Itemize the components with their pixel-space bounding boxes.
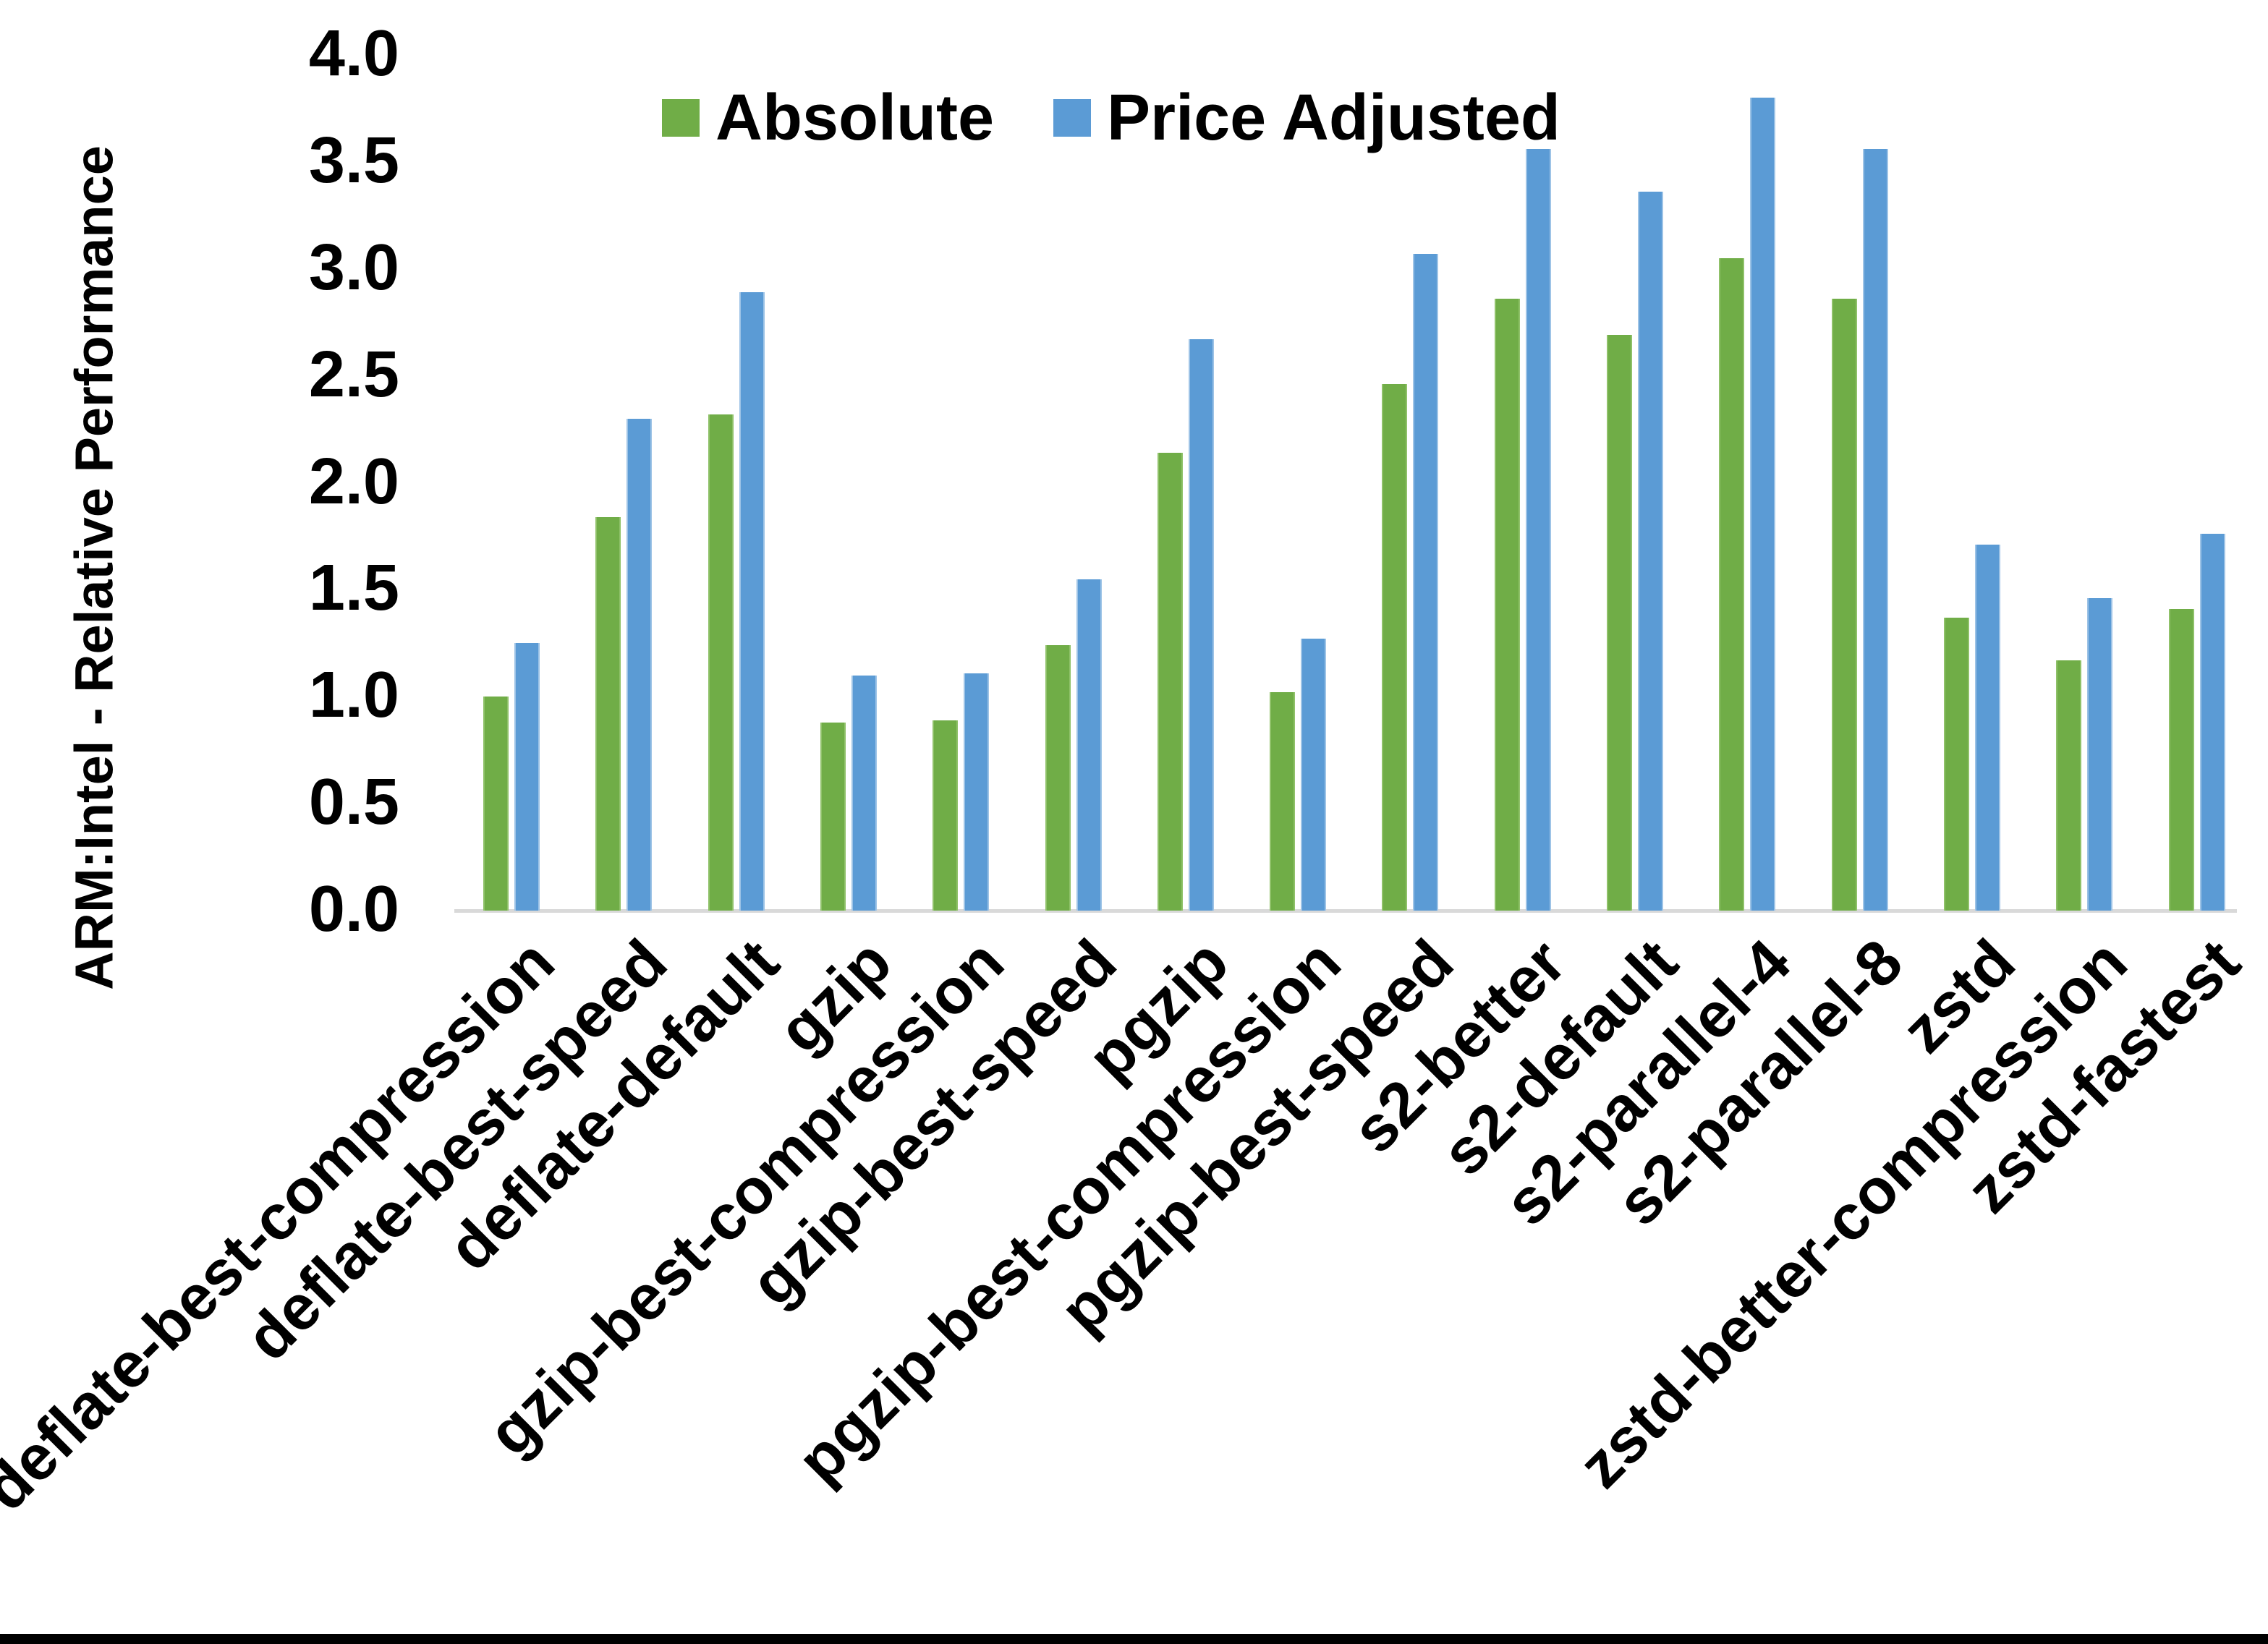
y-tick-label-0.0: 0.0 — [308, 873, 399, 946]
bar-absolute-gzip-best-speed — [1045, 645, 1071, 911]
bar-absolute-pgzip — [1157, 453, 1183, 911]
y-axis-title: ARM:Intel - Relative Performance — [64, 145, 124, 990]
bar-price-adjusted-deflate-best-compression — [514, 643, 540, 911]
y-tick-label-1.0: 1.0 — [308, 659, 399, 732]
legend-swatch-absolute — [662, 99, 700, 137]
bar-price-adjusted-s2-parallel-4 — [1750, 98, 1776, 911]
bar-price-adjusted-gzip-best-compression — [964, 673, 990, 911]
bar-price-adjusted-deflate-best-speed — [627, 418, 653, 911]
bar-absolute-zstd — [1943, 617, 1969, 911]
legend-item-absolute: Absolute — [662, 85, 994, 150]
bar-absolute-deflate-default — [708, 414, 734, 911]
legend-swatch-price-adjusted — [1053, 99, 1092, 137]
bottom-border-bar — [0, 1634, 2268, 1644]
bar-absolute-pgzip-best-speed — [1382, 384, 1408, 911]
bar-absolute-s2-default — [1607, 335, 1632, 911]
bar-absolute-pgzip-best-compression — [1270, 692, 1296, 911]
bar-price-adjusted-pgzip-best-compression — [1301, 639, 1327, 911]
bar-absolute-s2-better — [1494, 299, 1520, 911]
bar-absolute-gzip-best-compression — [933, 720, 959, 911]
y-tick-label-4.0: 4.0 — [308, 17, 399, 90]
y-tick-label-2.0: 2.0 — [308, 445, 399, 518]
bar-price-adjusted-zstd-better-compression — [2087, 598, 2113, 911]
chart-legend: Absolute Price Adjusted — [662, 85, 1560, 150]
bar-price-adjusted-gzip-best-speed — [1076, 579, 1102, 911]
y-tick-label-0.5: 0.5 — [308, 766, 399, 839]
bar-price-adjusted-zstd — [1974, 545, 2000, 911]
bar-price-adjusted-s2-better — [1525, 149, 1551, 911]
bar-absolute-s2-parallel-8 — [1831, 299, 1857, 911]
legend-label-price-adjusted: Price Adjusted — [1107, 82, 1560, 154]
bar-absolute-zstd-better-compression — [2056, 660, 2082, 911]
bar-absolute-s2-parallel-4 — [1719, 257, 1745, 911]
y-tick-label-2.5: 2.5 — [308, 338, 399, 411]
bar-price-adjusted-s2-parallel-8 — [1862, 149, 1888, 911]
y-tick-label-3.5: 3.5 — [308, 124, 399, 197]
y-tick-label-1.5: 1.5 — [308, 552, 399, 625]
bar-price-adjusted-s2-default — [1638, 192, 1663, 911]
x-axis-line — [454, 909, 2237, 913]
bar-price-adjusted-zstd-fastest — [2199, 534, 2225, 911]
legend-item-price-adjusted: Price Adjusted — [1053, 85, 1560, 150]
bar-price-adjusted-deflate-default — [739, 292, 765, 911]
bar-absolute-gzip — [820, 722, 846, 911]
bar-absolute-zstd-fastest — [2168, 608, 2194, 911]
bar-price-adjusted-pgzip — [1188, 339, 1214, 911]
legend-label-absolute: Absolute — [715, 82, 995, 154]
bar-price-adjusted-pgzip-best-speed — [1413, 254, 1439, 911]
bar-absolute-deflate-best-speed — [595, 516, 621, 911]
bar-absolute-deflate-best-compression — [483, 697, 509, 911]
bar-price-adjusted-gzip — [851, 675, 877, 911]
y-tick-label-3.0: 3.0 — [308, 231, 399, 304]
